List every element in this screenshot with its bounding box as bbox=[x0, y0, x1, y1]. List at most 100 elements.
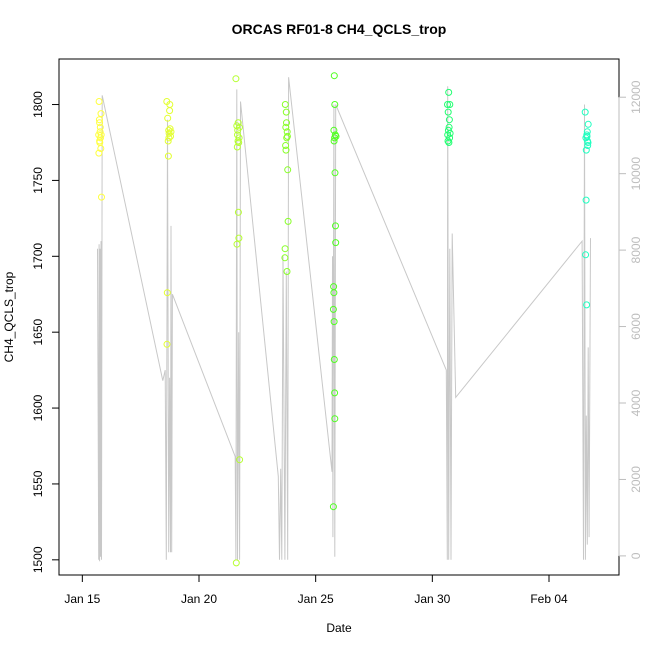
chart-title: ORCAS RF01-8 CH4_QCLS_trop bbox=[232, 21, 447, 37]
data-point-1-9 bbox=[163, 289, 171, 297]
y-tick-label-1: 1550 bbox=[31, 470, 45, 497]
data-point-3-0 bbox=[281, 101, 289, 108]
data-point-2-11 bbox=[234, 137, 242, 145]
altitude-trace bbox=[97, 77, 591, 562]
data-point-3-1 bbox=[282, 108, 290, 116]
data-point-2-10 bbox=[233, 240, 241, 248]
data-point-4-10 bbox=[330, 289, 338, 297]
data-point-3-9 bbox=[281, 245, 289, 253]
data-point-6-12 bbox=[584, 139, 592, 146]
data-points bbox=[95, 72, 592, 567]
data-point-6-5 bbox=[584, 142, 592, 149]
data-point-6-3 bbox=[582, 146, 590, 154]
data-point-1-13 bbox=[167, 128, 175, 136]
data-point-4-2 bbox=[330, 126, 338, 134]
x-axis: Jan 15 Jan 20 Jan 25 Jan 30 Feb 04 bbox=[64, 574, 568, 606]
data-point-2-12 bbox=[236, 456, 244, 464]
data-point-0-6 bbox=[96, 128, 104, 136]
data-point-2-0 bbox=[232, 75, 240, 83]
data-point-4-15 bbox=[331, 415, 339, 423]
data-point-6-7 bbox=[583, 128, 591, 136]
data-point-4-6 bbox=[331, 169, 339, 177]
data-point-6-9 bbox=[582, 251, 590, 259]
y2-tick-label-1: 2000 bbox=[629, 466, 643, 493]
data-point-1-12 bbox=[165, 134, 173, 142]
x-tick-label-2: Jan 25 bbox=[298, 592, 334, 606]
data-point-2-7 bbox=[235, 134, 243, 142]
data-point-1-2 bbox=[164, 114, 172, 122]
x-tick-label-4: Feb 04 bbox=[530, 592, 568, 606]
y-tick-label-2: 1600 bbox=[31, 394, 45, 421]
data-point-5-3 bbox=[444, 108, 452, 116]
data-point-3-8 bbox=[284, 217, 292, 225]
data-point-5-10 bbox=[444, 137, 452, 145]
x-axis-label: Date bbox=[326, 621, 352, 635]
data-point-0-13 bbox=[97, 131, 105, 139]
y2-tick-label-2: 4000 bbox=[629, 389, 643, 416]
data-point-5-0 bbox=[444, 101, 451, 108]
data-point-6-8 bbox=[582, 196, 590, 204]
x-tick-label-3: Jan 30 bbox=[414, 592, 450, 606]
data-point-0-10 bbox=[97, 145, 105, 152]
data-point-4-14 bbox=[331, 389, 339, 397]
data-point-3-2 bbox=[282, 123, 290, 131]
data-point-4-12 bbox=[330, 318, 338, 326]
data-point-0-9 bbox=[96, 123, 104, 131]
data-point-2-3 bbox=[234, 119, 242, 127]
data-point-3-4 bbox=[282, 142, 290, 149]
data-point-3-13 bbox=[283, 132, 291, 140]
y-tick-label-3: 1650 bbox=[31, 319, 45, 346]
data-point-2-13 bbox=[232, 559, 240, 567]
data-point-4-5 bbox=[331, 134, 339, 142]
y2-tick-label-6: 12000 bbox=[629, 80, 643, 114]
y-tick-label-5: 1750 bbox=[31, 167, 45, 194]
data-point-5-11 bbox=[446, 129, 454, 137]
data-point-5-9 bbox=[445, 116, 453, 124]
data-point-3-12 bbox=[283, 119, 290, 127]
data-point-5-2 bbox=[446, 101, 454, 108]
data-point-2-8 bbox=[234, 208, 242, 216]
data-point-6-6 bbox=[584, 120, 592, 128]
data-point-6-10 bbox=[583, 301, 591, 309]
x-tick-label-0: Jan 15 bbox=[64, 592, 100, 606]
data-point-4-0 bbox=[330, 72, 338, 80]
data-point-1-6 bbox=[167, 132, 174, 140]
data-point-6-0 bbox=[581, 108, 589, 116]
data-point-1-11 bbox=[166, 125, 174, 133]
data-point-0-0 bbox=[95, 98, 103, 105]
right-axis: 0 2000 4000 6000 8000 10000 12000 bbox=[618, 80, 643, 559]
data-point-4-7 bbox=[332, 222, 339, 230]
left-axis: 1500 1550 1600 1650 1700 1750 1800 bbox=[31, 91, 60, 573]
data-point-3-6 bbox=[282, 146, 290, 154]
data-point-5-7 bbox=[445, 139, 453, 146]
data-point-2-9 bbox=[235, 234, 243, 242]
data-point-3-5 bbox=[283, 128, 291, 136]
x-tick-label-1: Jan 20 bbox=[181, 592, 217, 606]
data-point-1-8 bbox=[164, 152, 172, 160]
y2-tick-label-3: 6000 bbox=[629, 313, 643, 340]
data-point-4-17 bbox=[332, 132, 340, 140]
y-tick-label-6: 1800 bbox=[31, 91, 45, 118]
data-point-0-4 bbox=[95, 149, 103, 157]
altitude-line bbox=[97, 77, 591, 562]
data-point-3-10 bbox=[281, 254, 289, 262]
y2-tick-label-4: 8000 bbox=[629, 236, 643, 263]
y-tick-label-0: 1500 bbox=[31, 546, 45, 573]
data-point-1-10 bbox=[163, 340, 171, 348]
data-point-3-7 bbox=[284, 166, 292, 174]
data-point-4-8 bbox=[332, 239, 340, 247]
data-point-2-14 bbox=[235, 123, 243, 131]
data-point-1-7 bbox=[166, 107, 174, 115]
y-tick-label-4: 1700 bbox=[31, 243, 45, 270]
data-point-4-13 bbox=[330, 356, 338, 363]
data-point-5-1 bbox=[445, 88, 453, 96]
data-point-4-1 bbox=[331, 101, 339, 108]
y2-tick-label-5: 10000 bbox=[629, 157, 643, 191]
data-point-0-11 bbox=[98, 193, 105, 201]
data-point-4-4 bbox=[330, 137, 338, 145]
data-point-4-11 bbox=[329, 305, 337, 313]
data-point-0-2 bbox=[96, 119, 104, 127]
data-point-3-11 bbox=[283, 268, 291, 275]
y-axis-label: CH4_QCLS_trop bbox=[2, 271, 16, 362]
